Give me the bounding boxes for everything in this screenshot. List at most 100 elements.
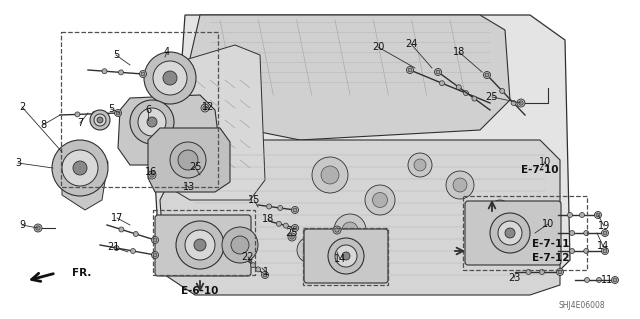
Circle shape	[130, 100, 174, 144]
Circle shape	[490, 213, 530, 253]
Text: 11: 11	[601, 275, 613, 285]
Circle shape	[312, 157, 348, 193]
Circle shape	[435, 69, 442, 76]
Text: 9: 9	[19, 220, 25, 230]
Text: 14: 14	[597, 241, 609, 251]
Circle shape	[147, 117, 157, 127]
Circle shape	[176, 221, 224, 269]
Circle shape	[579, 212, 584, 218]
Circle shape	[251, 263, 255, 268]
Circle shape	[293, 226, 297, 230]
Circle shape	[153, 238, 157, 242]
Bar	[153, 210, 255, 275]
Circle shape	[97, 117, 103, 123]
Circle shape	[584, 249, 589, 254]
Bar	[303, 228, 388, 285]
Text: 8: 8	[40, 120, 46, 130]
Circle shape	[90, 110, 110, 130]
Circle shape	[133, 232, 138, 236]
Circle shape	[335, 228, 339, 232]
Circle shape	[62, 150, 98, 186]
Text: 25: 25	[285, 228, 297, 238]
Circle shape	[333, 226, 341, 234]
Circle shape	[75, 112, 80, 117]
Circle shape	[468, 238, 492, 262]
Circle shape	[584, 231, 589, 235]
Circle shape	[517, 99, 525, 107]
Circle shape	[140, 70, 147, 78]
Circle shape	[291, 225, 298, 232]
Text: 17: 17	[111, 213, 123, 223]
Polygon shape	[148, 128, 230, 192]
Text: SHJ4E06008: SHJ4E06008	[559, 300, 605, 309]
Circle shape	[36, 226, 40, 230]
Circle shape	[440, 81, 445, 86]
Circle shape	[138, 108, 166, 136]
Text: 25: 25	[189, 162, 201, 172]
Circle shape	[284, 223, 288, 228]
Circle shape	[483, 71, 490, 78]
Text: 22: 22	[242, 252, 254, 262]
Circle shape	[263, 273, 267, 277]
Circle shape	[201, 104, 209, 112]
Circle shape	[256, 267, 260, 272]
Circle shape	[34, 224, 42, 232]
Text: 3: 3	[15, 158, 21, 168]
Circle shape	[185, 230, 215, 260]
Text: 21: 21	[107, 242, 119, 252]
Circle shape	[613, 278, 617, 282]
Text: 12: 12	[202, 102, 214, 112]
Circle shape	[118, 70, 124, 75]
Circle shape	[408, 153, 432, 177]
Text: 6: 6	[145, 105, 151, 115]
Circle shape	[144, 52, 196, 104]
Circle shape	[152, 236, 159, 243]
Text: 23: 23	[508, 273, 520, 283]
Text: 20: 20	[372, 42, 384, 52]
Circle shape	[557, 269, 563, 276]
Text: 19: 19	[598, 221, 610, 231]
Circle shape	[288, 233, 296, 241]
Circle shape	[334, 214, 366, 246]
Circle shape	[178, 150, 198, 170]
Circle shape	[152, 251, 159, 258]
Polygon shape	[155, 15, 570, 290]
Circle shape	[436, 70, 440, 74]
Circle shape	[222, 227, 258, 263]
Circle shape	[602, 229, 609, 236]
Circle shape	[194, 239, 206, 251]
Circle shape	[141, 72, 145, 76]
Circle shape	[500, 88, 505, 93]
Polygon shape	[118, 95, 220, 165]
Polygon shape	[62, 148, 108, 210]
Circle shape	[602, 248, 609, 255]
Bar	[61, 32, 218, 187]
Polygon shape	[185, 15, 510, 140]
Text: 4: 4	[164, 47, 170, 57]
Circle shape	[153, 253, 157, 257]
Circle shape	[150, 173, 154, 177]
Text: 25: 25	[486, 92, 499, 102]
Circle shape	[456, 85, 461, 90]
Circle shape	[603, 231, 607, 235]
Circle shape	[115, 109, 122, 116]
Circle shape	[603, 249, 607, 253]
Circle shape	[408, 68, 412, 72]
FancyBboxPatch shape	[304, 229, 388, 283]
Circle shape	[570, 249, 575, 254]
Circle shape	[596, 213, 600, 217]
Text: 10: 10	[539, 157, 551, 167]
Circle shape	[474, 244, 486, 256]
Circle shape	[276, 221, 282, 226]
Circle shape	[365, 185, 395, 215]
Circle shape	[153, 61, 187, 95]
Polygon shape	[160, 140, 560, 295]
Circle shape	[73, 161, 87, 175]
Circle shape	[472, 96, 477, 101]
Circle shape	[148, 171, 156, 179]
Circle shape	[290, 235, 294, 239]
Circle shape	[526, 270, 531, 275]
Circle shape	[231, 236, 249, 254]
Text: E-6-10: E-6-10	[181, 286, 219, 296]
Circle shape	[163, 71, 177, 85]
